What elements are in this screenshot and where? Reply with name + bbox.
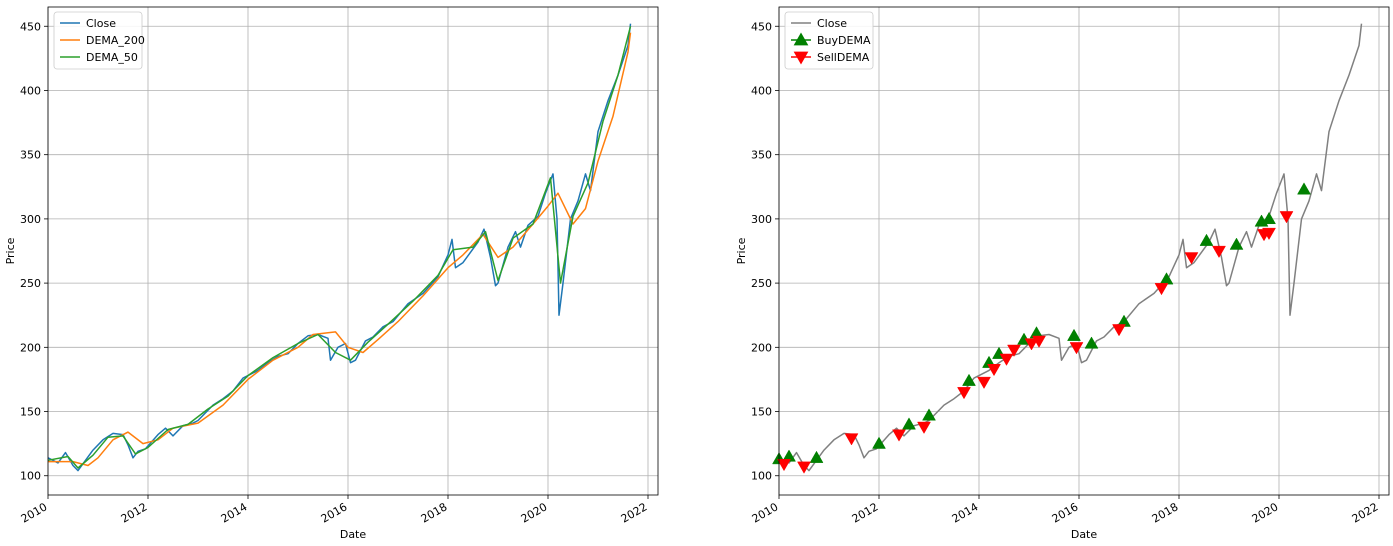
buy-marker xyxy=(962,373,976,386)
y-tick-label: 400 xyxy=(20,84,41,97)
x-tick-label: 2020 xyxy=(1250,500,1281,525)
y-tick-label: 450 xyxy=(20,20,41,33)
legend-box xyxy=(53,11,143,70)
x-tick-label: 2010 xyxy=(19,500,50,525)
y-tick-label: 350 xyxy=(751,149,772,162)
sell-marker xyxy=(892,429,906,442)
sell-marker xyxy=(957,387,971,400)
x-tick-label: 2018 xyxy=(419,500,450,525)
y-tick-label: 200 xyxy=(20,341,41,354)
sell-marker xyxy=(1212,245,1226,259)
legend-label: SellDEMA xyxy=(817,51,870,64)
plot-area xyxy=(48,7,658,495)
sell-marker xyxy=(777,459,791,472)
sell-marker xyxy=(1112,324,1126,337)
sell-marker xyxy=(987,364,1001,377)
sell-marker xyxy=(797,461,811,474)
y-axis-label: Price xyxy=(735,237,748,264)
y-tick-label: 250 xyxy=(20,277,41,290)
sell-marker xyxy=(917,421,931,434)
series-line-close xyxy=(778,23,1363,472)
x-tick-label: 2014 xyxy=(950,500,981,525)
sell-marker xyxy=(844,433,859,446)
y-tick-label: 100 xyxy=(20,470,41,483)
legend-label: BuyDEMA xyxy=(817,34,871,47)
y-tick-label: 100 xyxy=(751,470,772,483)
y-tick-label: 150 xyxy=(751,406,772,419)
sell-marker xyxy=(1262,227,1276,241)
y-tick-label: 400 xyxy=(751,84,772,97)
legend-box xyxy=(784,11,874,70)
buy-marker xyxy=(872,436,886,449)
x-tick-label: 2022 xyxy=(1350,500,1381,525)
chart-close-dema: 2010 2012 2014 2016 2018 2020 2022 100 150 200 250… xyxy=(4,6,659,541)
x-tick-label: 2016 xyxy=(1050,500,1081,525)
buy-marker xyxy=(1199,233,1214,246)
legend: Close DEMA_200 DEMA_50 xyxy=(53,11,145,70)
buy-marker xyxy=(1067,328,1081,341)
x-tick-label: 2014 xyxy=(219,500,250,525)
chart-buy-sell-signals: 2010 2012 2014 2016 2018 2020 2022 100 150 200 250… xyxy=(735,6,1390,541)
buy-marker xyxy=(1229,237,1244,250)
x-tick-label: 2010 xyxy=(750,500,781,525)
series-line-dema-50 xyxy=(47,26,632,469)
x-tick-label: 2016 xyxy=(319,500,350,525)
legend: Close BuyDEMA SellDEMA xyxy=(784,11,874,70)
legend-label: Close xyxy=(86,17,116,30)
x-tick-label: 2012 xyxy=(850,500,881,525)
buy-marker xyxy=(1297,182,1311,195)
x-tick-label: 2022 xyxy=(619,500,650,525)
x-axis-label: Date xyxy=(340,528,367,541)
y-tick-label: 250 xyxy=(751,277,772,290)
y-tick-label: 450 xyxy=(751,20,772,33)
sell-marker xyxy=(1069,342,1084,355)
sell-marker xyxy=(1032,335,1046,348)
series-line-dema-200 xyxy=(48,32,632,467)
series-line-close xyxy=(47,23,632,472)
buy-marker xyxy=(902,417,916,430)
plot-frame xyxy=(778,6,1390,496)
x-tick-label: 2020 xyxy=(519,500,550,525)
buy-marker xyxy=(809,450,824,463)
y-tick-label: 150 xyxy=(20,406,41,419)
legend-marker xyxy=(793,51,809,65)
plot-area xyxy=(779,7,1389,495)
x-tick-label: 2012 xyxy=(119,500,150,525)
y-tick-label: 300 xyxy=(20,213,41,226)
sell-marker xyxy=(999,353,1014,366)
legend-label: Close xyxy=(817,17,847,30)
x-axis-label: Date xyxy=(1071,528,1098,541)
sell-marker xyxy=(1007,344,1021,357)
sell-marker xyxy=(1154,283,1169,296)
sell-marker xyxy=(1279,211,1294,224)
sell-marker xyxy=(977,376,991,389)
buy-marker xyxy=(1084,336,1099,349)
buy-marker xyxy=(922,408,936,421)
legend-label: DEMA_50 xyxy=(86,51,138,64)
x-tick-label: 2018 xyxy=(1150,500,1181,525)
y-axis-label: Price xyxy=(4,237,17,264)
y-tick-label: 350 xyxy=(20,149,41,162)
y-tick-label: 200 xyxy=(751,341,772,354)
sell-marker xyxy=(1024,338,1039,351)
y-tick-label: 300 xyxy=(751,213,772,226)
buy-marker xyxy=(1262,211,1276,225)
plot-frame xyxy=(47,6,659,496)
legend-label: DEMA_200 xyxy=(86,34,145,47)
legend-marker xyxy=(793,32,809,46)
sell-marker xyxy=(1184,252,1199,265)
